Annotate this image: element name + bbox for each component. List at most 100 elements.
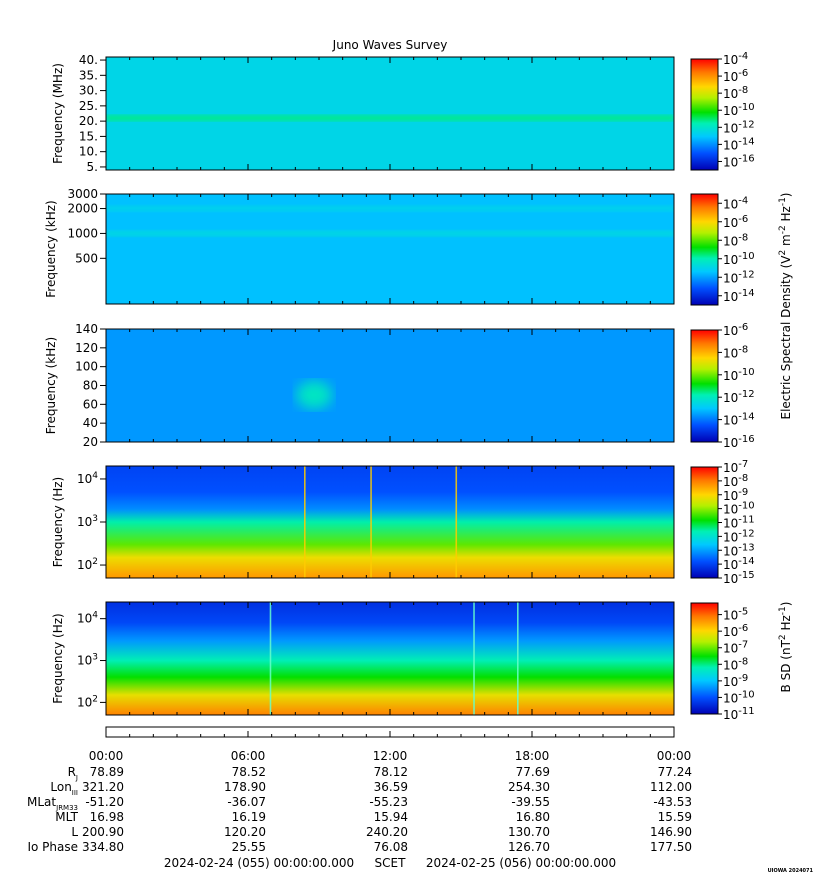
colorbar-tick-label-5: 10-12 xyxy=(723,119,755,135)
footer-end-time: 2024-02-25 (056) 00:00:00.000 xyxy=(426,856,616,870)
ephemeris-label-2: LonIII xyxy=(50,780,78,797)
ephemeris-value: -55.23 xyxy=(369,795,408,809)
colorbar-tick-label-4: 10-12 xyxy=(723,389,755,405)
colorbar-tick-label-9: 10-15 xyxy=(723,570,755,586)
ephemeris-value: 15.59 xyxy=(658,810,692,824)
ephemeris-value: 177.50 xyxy=(650,840,692,854)
colorbar-tick-label-2: 10-8 xyxy=(723,344,748,360)
y-tick-label-1: 20 xyxy=(83,435,98,449)
y-tick-label-8: 40. xyxy=(79,53,98,67)
spectrogram-image xyxy=(106,466,674,578)
y-axis-label-3: Frequency (kHz) xyxy=(44,337,58,434)
ephemeris-label-1: RJ xyxy=(68,765,78,782)
footer-start-time: 2024-02-24 (055) 00:00:00.000 xyxy=(164,856,354,870)
ephemeris-value: 178.90 xyxy=(224,780,266,794)
y-tick-label-2: 10. xyxy=(79,145,98,159)
y-tick-label-2: 103 xyxy=(77,514,98,529)
ephemeris-value: 78.12 xyxy=(374,765,408,779)
colorbar-tick-label-6: 10-14 xyxy=(723,288,755,304)
y-tick-label-3: 2000 xyxy=(67,202,98,216)
colorbar-tick-label-7: 10-11 xyxy=(723,706,755,722)
ephemeris-value: 78.52 xyxy=(232,765,266,779)
ephemeris-value: -51.20 xyxy=(85,795,124,809)
ephemeris-value: 16.19 xyxy=(232,810,266,824)
ephemeris-value: -39.55 xyxy=(511,795,550,809)
colorbar-label-bsd: B SD (nT2 Hz-1) xyxy=(778,602,793,693)
time-label-1: 00:00 xyxy=(89,749,124,763)
colorbar-2 xyxy=(690,193,719,306)
spectrogram-panel-3: 20 40 60 80 100 120 140 Frequency (kHz) 10-6 10-8… xyxy=(44,322,755,450)
ephemeris-value: -43.53 xyxy=(653,795,692,809)
ephemeris-value: 16.98 xyxy=(90,810,124,824)
colorbar-tick-label-1: 10-4 xyxy=(723,51,748,67)
colorbar-tick-label-3: 10-10 xyxy=(723,367,755,383)
colorbar-tick-label-3: 10-9 xyxy=(723,487,748,503)
colorbar-label-electric: Electric Spectral Density (V2 m-2 Hz-1) xyxy=(778,192,793,419)
colorbar-tick-label-1: 10-5 xyxy=(723,607,748,623)
ephemeris-value: 15.94 xyxy=(374,810,408,824)
colorbar-tick-label-3: 10-8 xyxy=(723,232,748,248)
colorbar-tick-label-2: 10-6 xyxy=(723,623,748,639)
y-tick-label-3: 104 xyxy=(77,471,98,486)
footer-stamp: UIOWA 2024071 xyxy=(768,868,814,874)
y-tick-label-1: 500 xyxy=(75,251,98,265)
colorbar-tick-label-2: 10-6 xyxy=(723,214,748,230)
colorbar-tick-label-4: 10-8 xyxy=(723,656,748,672)
y-tick-label-1: 102 xyxy=(77,694,98,709)
colorbar-tick-label-2: 10-6 xyxy=(723,68,748,84)
spectrogram-image xyxy=(106,602,674,715)
colorbar-tick-label-7: 10-16 xyxy=(723,153,755,169)
ephemeris-value: 321.20 xyxy=(82,780,124,794)
spectrogram-background xyxy=(106,602,674,715)
colorbar-tick-label-3: 10-8 xyxy=(723,85,748,101)
y-axis-label-5: Frequency (Hz) xyxy=(51,613,65,704)
spectrogram-band-1 xyxy=(106,205,674,212)
colorbar-tick-label-4: 10-10 xyxy=(723,501,755,517)
spectrogram-image xyxy=(106,57,674,170)
colorbar-tick-label-6: 10-14 xyxy=(723,136,755,152)
y-tick-label-4: 80 xyxy=(83,379,98,393)
y-tick-label-7: 140 xyxy=(75,322,98,336)
time-label-2: 06:00 xyxy=(231,749,266,763)
y-tick-label-5: 100 xyxy=(75,360,98,374)
y-tick-label-3: 60 xyxy=(83,397,98,411)
ephemeris-value: -36.07 xyxy=(227,795,266,809)
colorbar-tick-label-1: 10-4 xyxy=(723,195,748,211)
footer-scet: SCET xyxy=(375,856,407,870)
ephemeris-label-4: MLT xyxy=(55,810,78,824)
ephemeris-value: 112.00 xyxy=(650,780,692,794)
ephemeris-value: 200.90 xyxy=(82,825,124,839)
y-tick-label-6: 120 xyxy=(75,341,98,355)
y-tick-label-2: 40 xyxy=(83,416,98,430)
colorbar-tick-label-7: 10-13 xyxy=(723,542,755,558)
y-tick-label-6: 30. xyxy=(79,84,98,98)
colorbar-1 xyxy=(690,58,719,171)
colorbar-tick-label-3: 10-7 xyxy=(723,640,748,656)
y-tick-label-4: 3000 xyxy=(67,187,98,201)
ephemeris-value: 25.55 xyxy=(232,840,266,854)
y-tick-label-3: 15. xyxy=(79,129,98,143)
chart-title: Juno Waves Survey xyxy=(332,38,448,52)
colorbar-tick-label-2: 10-8 xyxy=(723,473,748,489)
ephemeris-value: 16.80 xyxy=(516,810,550,824)
colorbar-tick-label-5: 10-9 xyxy=(723,673,748,689)
ephemeris-value: 146.90 xyxy=(650,825,692,839)
y-tick-label-2: 103 xyxy=(77,653,98,668)
ephemeris-label-3: MLatJRM33 xyxy=(27,795,78,812)
spectrogram-image xyxy=(106,194,674,304)
ephemeris-value: 36.59 xyxy=(374,780,408,794)
spectrogram-background xyxy=(106,466,674,578)
ephemeris-value: 76.08 xyxy=(374,840,408,854)
y-axis-label-2: Frequency (kHz) xyxy=(44,200,58,297)
ephemeris-value: 130.70 xyxy=(508,825,550,839)
ephemeris-value: 254.30 xyxy=(508,780,550,794)
colorbar-tick-label-6: 10-16 xyxy=(723,434,755,450)
colorbar-4 xyxy=(690,466,719,579)
colorbar-tick-label-6: 10-12 xyxy=(723,528,755,544)
y-tick-label-4: 20. xyxy=(79,114,98,128)
spectrogram-background xyxy=(106,194,674,304)
ephemeris-value: 334.80 xyxy=(82,840,124,854)
